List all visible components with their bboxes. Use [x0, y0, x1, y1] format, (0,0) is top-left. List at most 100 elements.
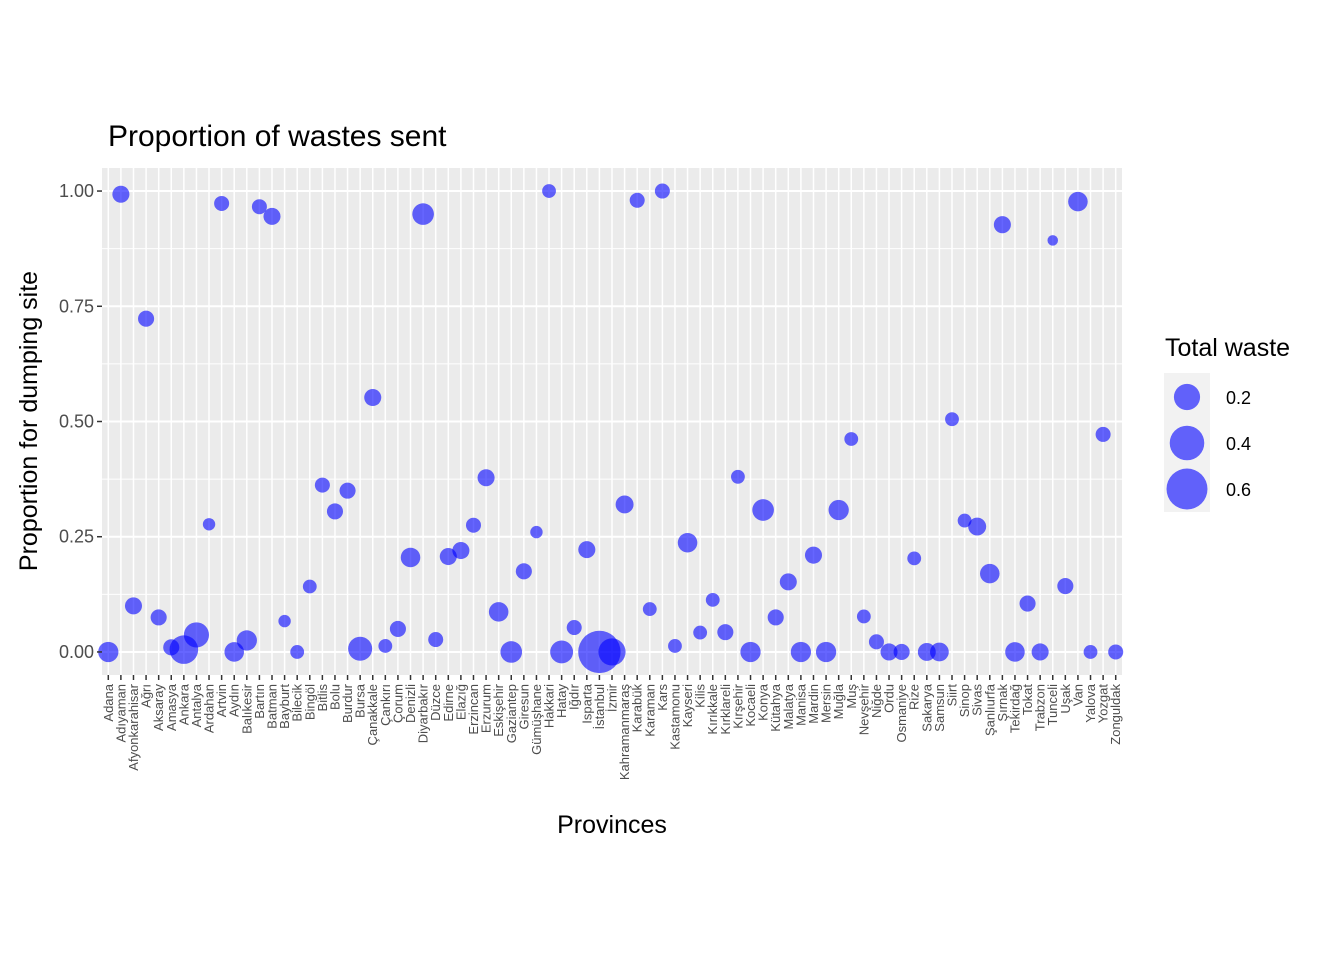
- data-point: [693, 625, 708, 640]
- data-point: [856, 609, 871, 624]
- data-point: [530, 525, 543, 539]
- x-tick-label: Manisa: [793, 683, 808, 726]
- x-tick-label: Çankırı: [378, 684, 393, 726]
- data-point: [202, 518, 216, 531]
- x-tick-label: Samsun: [932, 684, 947, 732]
- y-tick-label: 0.00: [59, 642, 94, 662]
- data-point: [1083, 645, 1098, 659]
- x-tick-label: Kırklareli: [718, 684, 733, 735]
- x-tick-label: Hatay: [554, 684, 569, 718]
- data-point: [389, 620, 406, 637]
- data-point: [731, 469, 745, 484]
- data-point: [740, 641, 761, 663]
- legend-label: 0.4: [1226, 434, 1251, 454]
- data-point: [578, 541, 596, 559]
- data-point: [779, 573, 797, 591]
- data-point: [452, 542, 470, 560]
- x-tick-label: Şanlıurfa: [982, 683, 997, 736]
- data-point: [815, 641, 837, 663]
- x-tick-label: Adıyaman: [113, 684, 128, 743]
- x-tick-label: Balıkesir: [239, 683, 254, 734]
- legend-key-circle: [1173, 383, 1201, 411]
- x-tick-label: Kocaeli: [743, 684, 758, 727]
- x-tick-label: Giresun: [516, 684, 531, 730]
- x-tick-label: Ordu: [882, 684, 897, 713]
- x-tick-label: Gümüşhane: [529, 684, 544, 755]
- data-point: [654, 183, 670, 199]
- data-point: [400, 547, 421, 568]
- legend-label: 0.2: [1226, 388, 1251, 408]
- data-point: [302, 579, 317, 594]
- x-tick-label: Bingöl: [302, 684, 317, 720]
- x-tick-label: Kütahya: [768, 683, 783, 731]
- x-tick-label: Erzurum: [479, 684, 494, 733]
- x-tick-label: Aksaray: [151, 684, 166, 731]
- x-tick-label: Muş: [844, 684, 859, 709]
- data-point: [752, 499, 774, 521]
- x-tick-label: Siirt: [945, 684, 960, 707]
- data-point: [214, 195, 230, 212]
- data-point: [263, 207, 281, 225]
- data-point: [804, 546, 823, 564]
- data-point: [705, 592, 720, 607]
- data-point: [112, 185, 130, 203]
- legend-label: 0.6: [1226, 480, 1251, 500]
- x-tick-label: Iğdır: [567, 683, 582, 710]
- data-point: [428, 631, 444, 648]
- x-tick-label: Şırnak: [995, 684, 1010, 722]
- x-tick-label: Isparta: [579, 683, 594, 724]
- data-point: [1047, 235, 1058, 246]
- x-tick-label: Antalya: [189, 683, 204, 727]
- data-point: [980, 563, 1000, 584]
- data-point: [968, 517, 987, 536]
- x-tick-label: Tokat: [1020, 684, 1035, 715]
- x-tick-label: Edirne: [441, 684, 456, 722]
- legend-key-circle: [1169, 425, 1205, 461]
- data-point: [1005, 642, 1025, 662]
- x-tick-label: Elazığ: [453, 684, 468, 720]
- x-tick-label: Ankara: [176, 683, 191, 725]
- data-point: [790, 641, 812, 663]
- x-tick-label: Malatya: [781, 683, 796, 729]
- data-point: [1068, 191, 1088, 212]
- x-tick-label: Nevşehir: [856, 683, 871, 735]
- data-point: [677, 532, 698, 553]
- x-axis-title: Provinces: [557, 811, 667, 839]
- data-point: [477, 469, 495, 487]
- data-point: [1031, 643, 1049, 661]
- data-point: [500, 641, 523, 663]
- x-tick-label: Artvin: [214, 684, 229, 717]
- data-point: [150, 609, 167, 626]
- data-point: [767, 609, 784, 626]
- data-point: [907, 551, 922, 566]
- data-point: [251, 199, 267, 215]
- x-tick-label: Mardin: [806, 684, 821, 724]
- x-tick-label: Çorum: [390, 684, 405, 723]
- data-point: [945, 412, 959, 427]
- x-tick-label: Denizli: [403, 684, 418, 723]
- x-tick-label: Konya: [756, 683, 771, 721]
- x-tick-label: Kilis: [693, 684, 708, 708]
- x-tick-label: Amasya: [164, 683, 179, 731]
- x-tick-label: Muğla: [831, 683, 846, 719]
- data-point: [278, 614, 291, 628]
- data-point: [993, 216, 1011, 234]
- data-point: [542, 184, 556, 198]
- x-tick-label: Ağrı: [139, 684, 154, 708]
- data-point: [488, 602, 509, 622]
- data-point: [668, 639, 682, 653]
- x-tick-label: Tunceli: [1045, 684, 1060, 726]
- x-tick-label: Tekirdağ: [1007, 684, 1022, 733]
- x-tick-label: Kahramanmaraş: [617, 684, 632, 781]
- x-tick-label: Trabzon: [1033, 684, 1048, 731]
- x-tick-label: Kayseri: [680, 684, 695, 727]
- data-point: [412, 203, 434, 225]
- data-point: [893, 643, 910, 661]
- data-point: [314, 477, 330, 493]
- x-tick-label: Bursa: [353, 683, 368, 718]
- legend-title: Total waste: [1165, 334, 1290, 362]
- x-tick-label: Kırşehir: [730, 683, 745, 728]
- x-tick-label: Adana: [101, 683, 116, 721]
- data-point: [465, 517, 481, 533]
- data-point: [138, 310, 155, 327]
